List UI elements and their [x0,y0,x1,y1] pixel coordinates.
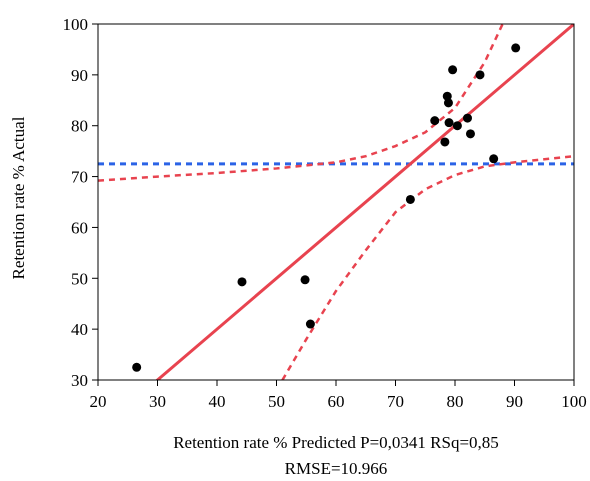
data-point [430,116,440,126]
data-point [405,194,415,204]
data-point [475,70,485,80]
data-point [511,43,521,53]
data-point [237,277,247,287]
y-tick-label: 30 [71,371,88,390]
data-points [132,43,521,372]
data-point [443,98,453,108]
plot-area [98,24,574,380]
data-point [444,118,454,128]
y-tick-label: 90 [71,66,88,85]
data-point [132,362,142,372]
x-tick-label: 60 [328,392,345,411]
x-tick-label: 90 [506,392,523,411]
fit-line [155,24,574,380]
y-tick-label: 100 [63,15,89,34]
data-point [489,154,499,164]
x-tick-label: 80 [447,392,464,411]
x-tick-label: 70 [387,392,404,411]
data-point [300,275,310,285]
x-axis-title-rmse: RMSE=10.966 [285,459,388,478]
x-tick-label: 100 [561,392,587,411]
y-tick-label: 40 [71,320,88,339]
y-tick-label: 60 [71,218,88,237]
x-axis-ticks: 20 30 40 50 60 70 80 90 100 [90,380,587,411]
data-point [448,65,458,75]
y-axis-ticks: 30 40 50 60 70 80 90 100 [63,15,98,390]
data-point [465,129,475,139]
data-point [452,121,462,131]
confidence-curve-upper [98,24,504,182]
y-tick-label: 70 [71,168,88,187]
x-tick-label: 20 [90,392,107,411]
data-point [462,113,472,123]
y-axis-title: Retention rate % Actual [9,116,28,279]
x-axis-title: Retention rate % Predicted P=0,0341 RSq=… [173,433,499,452]
plot-frame [97,23,575,381]
x-tick-label: 50 [268,392,285,411]
data-point [440,137,450,147]
y-tick-label: 50 [71,269,88,288]
x-tick-label: 40 [209,392,226,411]
x-tick-label: 30 [149,392,166,411]
y-tick-label: 80 [71,117,88,136]
confidence-curve-lower [281,154,574,380]
data-point [305,319,315,329]
